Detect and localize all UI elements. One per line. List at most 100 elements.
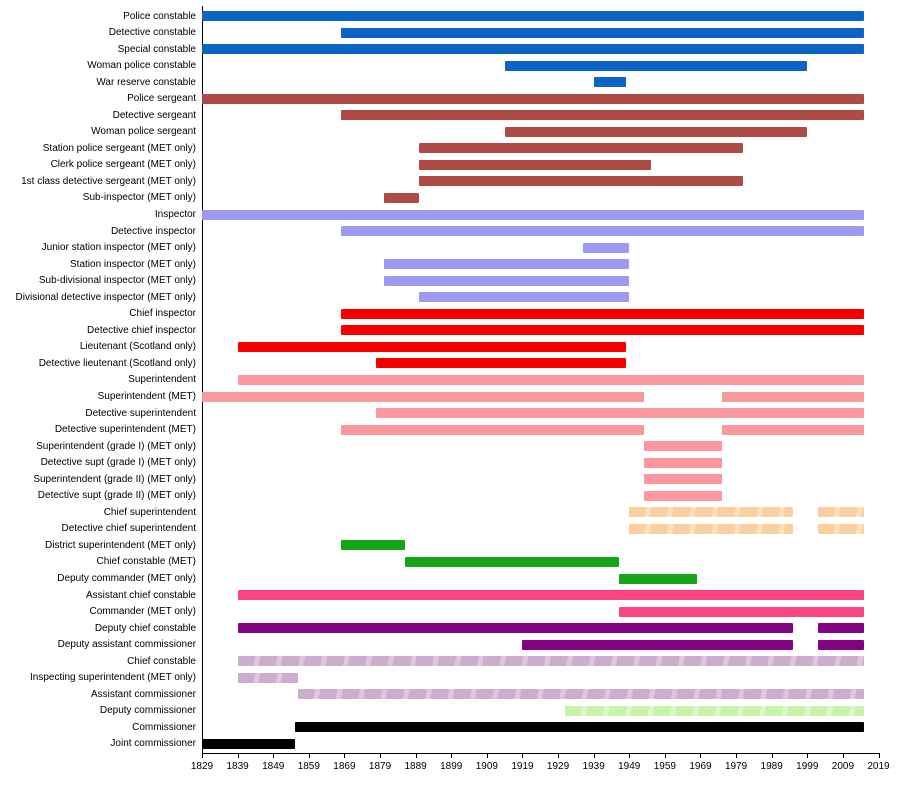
rank-label: Detective superintendent [85, 407, 196, 419]
rank-label: Police constable [123, 10, 196, 22]
rank-label: Station police sergeant (MET only) [42, 142, 196, 154]
rank-label: Assistant chief constable [85, 589, 196, 601]
rank-label: Assistant commissioner [90, 688, 196, 700]
rank-bar-segment [340, 424, 644, 435]
rank-bar-segment [237, 341, 626, 352]
x-axis-tick-label: 1929 [546, 761, 570, 772]
rank-bar-segment [643, 457, 722, 468]
x-axis-tick-label: 1959 [653, 761, 676, 772]
rank-bar-segment [383, 275, 630, 286]
x-axis-tick-label: 1919 [511, 761, 534, 772]
rank-bar-segment [629, 523, 794, 534]
rank-bar-segment [202, 44, 865, 55]
rank-label: Joint commissioner [110, 738, 196, 750]
x-axis-tick-label: 1849 [262, 761, 285, 772]
rank-bar-segment [376, 408, 865, 419]
rank-bar-segment [643, 490, 722, 501]
rank-bar-segment [504, 60, 808, 71]
rank-label: Detective lieutenant (Scotland only) [38, 357, 196, 369]
x-axis-tick [451, 754, 453, 758]
rank-label: Police sergeant [127, 93, 196, 105]
x-axis-tick [700, 754, 702, 758]
rank-label: Detective supt (grade II) (MET only) [37, 490, 196, 502]
rank-bar-segment [618, 573, 697, 584]
x-axis-tick-label: 1869 [333, 761, 356, 772]
rank-label: Detective supt (grade I) (MET only) [40, 457, 196, 469]
rank-bar-segment [340, 325, 865, 336]
rank-label: Sub-divisional inspector (MET only) [38, 275, 196, 287]
rank-bar-segment [202, 738, 295, 749]
rank-label: Deputy assistant commissioner [57, 639, 196, 651]
rank-label: Chief inspector [129, 308, 196, 320]
rank-label: 1st class detective sergeant (MET only) [21, 175, 196, 187]
x-axis-tick [664, 754, 666, 758]
rank-bar-segment [618, 606, 865, 617]
x-axis-tick [237, 754, 239, 758]
rank-bar-segment [376, 358, 626, 369]
rank-label: Junior station inspector (MET only) [41, 242, 196, 254]
x-axis-tick [202, 754, 203, 758]
rank-label: Detective superintendent (MET) [54, 424, 196, 436]
x-axis-tick [344, 754, 346, 758]
rank-bar-segment [817, 523, 865, 534]
x-axis-tick [486, 754, 488, 758]
rank-label: Detective constable [108, 27, 196, 39]
rank-bar-segment [565, 705, 865, 716]
x-axis-tick-label: 1949 [618, 761, 641, 772]
x-axis-tick-label: 2009 [831, 761, 855, 772]
rank-label: Detective chief superintendent [61, 523, 196, 535]
rank-bar-segment [340, 540, 405, 551]
rank-bar-segment [504, 126, 808, 137]
rank-label: Detective sergeant [112, 109, 196, 121]
rank-bar-segment [237, 623, 794, 634]
x-axis-tick [522, 754, 524, 758]
rank-bar-segment [582, 242, 630, 253]
x-axis-tick-label: 1829 [190, 761, 214, 772]
x-axis-tick [771, 754, 773, 758]
rank-bar-segment [419, 143, 744, 154]
rank-bar-segment [522, 639, 794, 650]
x-axis-tick [807, 754, 809, 758]
x-axis-line [202, 753, 880, 754]
rank-bar-segment [643, 474, 722, 485]
rank-bar-segment [419, 176, 744, 187]
rank-label: Commander (MET only) [89, 606, 196, 618]
rank-bar-segment [202, 11, 865, 21]
x-axis-tick-label: 1989 [760, 761, 783, 772]
rank-bar-segment [298, 689, 865, 700]
x-axis-tick [878, 754, 880, 758]
rank-label: Detective inspector [110, 225, 196, 237]
rank-bar-segment [593, 77, 626, 88]
x-axis-tick-label: 1979 [724, 761, 748, 772]
rank-bar-segment [643, 441, 722, 452]
rank-bar-segment [721, 391, 865, 402]
rank-label: Lieutenant (Scotland only) [79, 341, 196, 353]
x-axis-tick-label: 1909 [475, 761, 498, 772]
x-axis-tick [629, 754, 631, 758]
rank-bar-segment [294, 722, 865, 733]
rank-bar-segment [721, 424, 865, 435]
rank-bar-segment [817, 507, 865, 518]
x-axis-tick [380, 754, 382, 758]
rank-bar-segment [404, 556, 619, 567]
rank-bar-segment [340, 226, 865, 237]
rank-bar-segment [419, 159, 651, 170]
rank-bar-segment [202, 209, 865, 220]
rank-bar-segment [340, 110, 865, 121]
rank-label: Sub-inspector (MET only) [82, 192, 196, 204]
rank-bar-segment [383, 192, 420, 203]
rank-bar-segment [202, 93, 865, 104]
rank-bar-segment [629, 507, 794, 518]
rank-bar-segment [237, 374, 865, 385]
rank-label: Deputy commander (MET only) [57, 573, 196, 585]
rank-label: Commissioner [132, 721, 196, 733]
y-axis-line [202, 6, 203, 753]
rank-label: Inspector [154, 209, 196, 221]
rank-label: Chief constable (MET) [96, 556, 196, 568]
x-axis-tick [308, 754, 310, 758]
rank-bar-segment [237, 590, 865, 601]
rank-bar-segment [340, 308, 865, 319]
rank-label: Chief constable [127, 655, 196, 667]
x-axis-tick-label: 1999 [796, 761, 819, 772]
